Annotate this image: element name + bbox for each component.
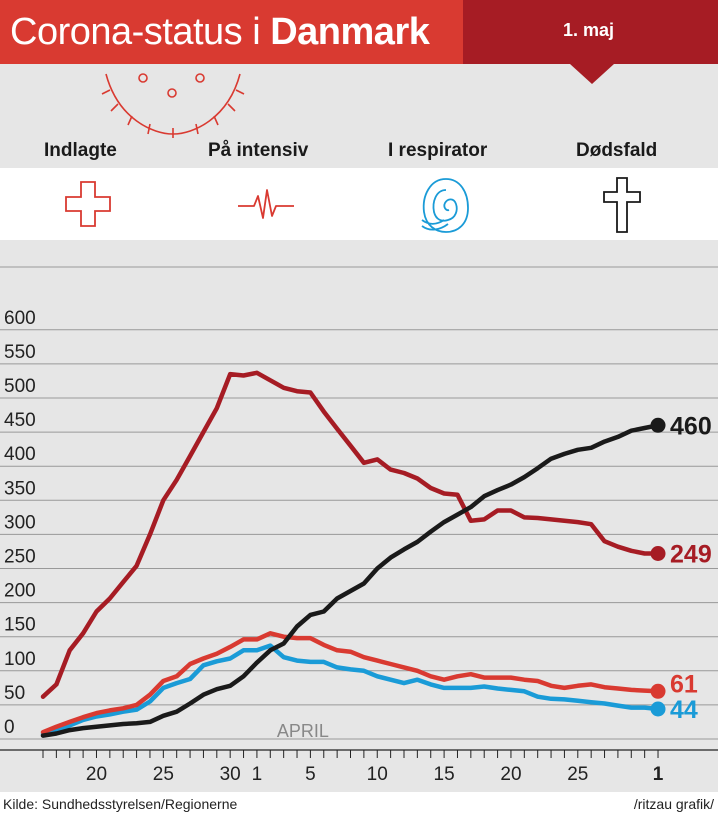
x-tick-label: 1 [653,764,664,785]
virus-icon [101,73,245,138]
y-tick-label: 50 [4,683,25,704]
date-pointer [570,64,614,84]
y-tick-label: 500 [4,376,36,397]
x-tick-label: 10 [367,764,388,785]
y-tick-label: 350 [4,478,36,499]
legend-icon-band [0,168,718,240]
y-tick-label: 450 [4,410,36,431]
header-bar [0,0,463,64]
series-line-på-intensiv [40,631,661,735]
x-tick-label: 5 [305,764,316,785]
end-value-label: 249 [670,540,712,568]
x-tick-label: 30 [220,764,241,785]
x-tick-label: 20 [500,764,521,785]
y-tick-label: 400 [4,444,36,465]
end-point-marker [650,683,666,699]
month-label: APRIL [277,721,329,741]
end-point-marker [650,701,666,717]
grave-cross-icon [603,177,641,233]
legend-label-dodsfald: Dødsfald [576,140,658,161]
end-point-marker [650,545,666,561]
y-tick-label: 150 [4,615,36,636]
x-tick-label: 25 [153,764,174,785]
legend-label-respirator: I respirator [388,140,488,161]
end-point-marker [650,417,666,433]
series-line-indlagte [40,370,661,699]
legend-label-indlagte: Indlagte [44,140,117,161]
y-tick-label: 100 [4,649,36,670]
heartbeat-icon [238,189,294,219]
page-title: Corona-status i Danmark [10,11,430,53]
y-tick-label: 200 [4,581,36,602]
series-line-i-respirator [40,643,661,737]
line-chart: 0 50 100 150 200 250 300 350 400 450 500 550 600 20 25… [0,266,718,785]
date-label: 1. maj [563,20,615,40]
end-value-label: 460 [670,412,712,440]
x-tick-label: 1 [252,764,263,785]
x-tick-label: 20 [86,764,107,785]
respirator-mask-icon [421,178,469,233]
date-panel [463,0,718,64]
y-tick-label: 300 [4,512,36,533]
legend-label-intensiv: På intensiv [208,140,309,161]
x-tick-label: 25 [567,764,588,785]
end-value-label: 61 [670,670,698,698]
series-line-dødsfald [40,423,661,738]
source-text: Kilde: Sundhedsstyrelsen/Regionerne [3,796,238,812]
cross-icon [65,181,111,227]
y-tick-label: 600 [4,308,36,329]
y-tick-label: 550 [4,342,36,363]
x-tick-label: 15 [434,764,455,785]
credit-text: /ritzau grafik/ [633,796,714,812]
end-value-label: 44 [670,696,698,724]
y-tick-label: 250 [4,547,36,568]
footer-bar [0,792,718,818]
y-tick-label: 0 [4,717,15,738]
